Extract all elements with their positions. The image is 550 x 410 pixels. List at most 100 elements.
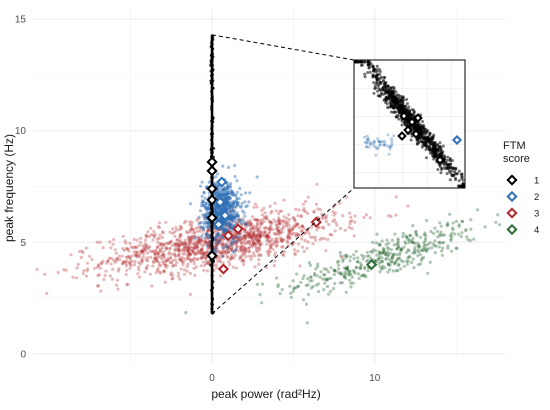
inset-point-series-2 <box>388 145 392 149</box>
point-series-3 <box>161 254 165 258</box>
point-series-3 <box>293 248 297 252</box>
point-series-3 <box>278 231 283 235</box>
point-series-3 <box>78 249 82 254</box>
point-series-3 <box>79 255 83 259</box>
point-series-3 <box>194 252 198 256</box>
point-series-4 <box>339 271 343 275</box>
point-series-3 <box>115 283 119 287</box>
point-series-3 <box>272 240 276 244</box>
point-series-2 <box>219 207 223 211</box>
inset-point-series-1 <box>420 145 424 149</box>
point-series-3 <box>232 216 236 220</box>
point-series-3 <box>269 224 273 228</box>
point-series-2 <box>226 185 230 189</box>
point-series-3 <box>251 242 255 246</box>
point-series-4 <box>363 265 367 269</box>
point-series-3 <box>309 235 313 239</box>
inset-point-series-1 <box>382 78 386 82</box>
point-series-4 <box>402 245 406 249</box>
point-series-2 <box>222 227 226 231</box>
point-series-3 <box>272 264 276 268</box>
inset-point-series-1 <box>391 89 395 93</box>
point-series-3 <box>128 266 132 270</box>
point-series-3 <box>98 240 102 244</box>
inset-point-series-2 <box>377 140 381 144</box>
point-series-3 <box>195 245 200 249</box>
point-series-3 <box>185 265 189 269</box>
point-series-3 <box>225 245 229 249</box>
point-series-3 <box>256 240 260 244</box>
point-series-4 <box>325 278 329 282</box>
point-series-4 <box>302 274 306 278</box>
point-series-3 <box>182 221 187 225</box>
point-series-3 <box>228 227 232 231</box>
point-series-4 <box>353 271 357 275</box>
point-series-2 <box>237 197 241 201</box>
point-series-3 <box>259 224 263 228</box>
inset-point-series-1 <box>424 156 428 160</box>
point-series-3 <box>203 238 207 242</box>
point-series-2 <box>221 193 225 197</box>
point-series-2 <box>215 191 219 195</box>
point-series-2 <box>215 235 219 239</box>
point-series-3 <box>266 239 271 243</box>
point-series-4 <box>446 223 450 227</box>
point-series-4 <box>343 275 347 279</box>
point-series-3 <box>171 264 175 268</box>
point-series-3 <box>199 238 203 242</box>
point-series-3 <box>268 227 272 231</box>
point-series-2 <box>221 205 225 209</box>
point-series-3 <box>300 229 304 233</box>
point-series-3 <box>143 245 147 249</box>
point-series-4 <box>438 234 442 238</box>
point-series-3 <box>106 259 110 263</box>
point-series-2 <box>206 206 210 210</box>
point-series-2 <box>206 221 210 225</box>
point-series-4 <box>393 232 397 236</box>
inset-point-series-2 <box>364 145 368 149</box>
point-series-2 <box>227 202 232 206</box>
point-series-3 <box>154 257 158 261</box>
point-series-3 <box>140 249 144 253</box>
point-series-3 <box>98 266 103 270</box>
highlight-diamond-series-1 <box>206 183 218 195</box>
point-series-3 <box>162 249 166 254</box>
point-series-3 <box>145 235 149 239</box>
point-series-3 <box>231 241 235 246</box>
point-series-3 <box>186 256 190 260</box>
point-series-3 <box>251 244 255 248</box>
point-series-4 <box>322 273 326 277</box>
point-series-4 <box>371 248 375 252</box>
point-series-3 <box>252 230 256 234</box>
point-series-2 <box>226 165 231 169</box>
point-series-3 <box>303 238 307 243</box>
point-series-2 <box>240 201 244 205</box>
point-series-2 <box>216 232 221 236</box>
point-series-3 <box>265 214 269 218</box>
point-series-3 <box>235 245 239 249</box>
point-series-3 <box>204 240 209 244</box>
point-series-4 <box>387 241 391 245</box>
point-series-4 <box>416 241 420 245</box>
point-series-1 <box>210 127 213 131</box>
point-series-3 <box>147 246 151 250</box>
point-series-2 <box>215 212 220 216</box>
point-series-3 <box>241 253 245 257</box>
point-series-2 <box>217 192 221 196</box>
point-series-3 <box>237 238 241 242</box>
point-series-3 <box>75 266 79 270</box>
point-series-3 <box>183 248 188 252</box>
point-series-3 <box>247 223 251 227</box>
point-series-3 <box>169 273 173 277</box>
point-series-4 <box>450 249 454 253</box>
point-series-2 <box>222 228 227 232</box>
point-series-3 <box>139 251 143 255</box>
point-series-3 <box>261 233 265 238</box>
highlight-diamond-series-2 <box>212 218 225 231</box>
point-series-4 <box>441 233 445 237</box>
point-series-3 <box>205 250 209 254</box>
point-series-3 <box>125 283 129 287</box>
inset-point-series-1 <box>397 117 401 121</box>
point-series-2 <box>224 203 228 207</box>
